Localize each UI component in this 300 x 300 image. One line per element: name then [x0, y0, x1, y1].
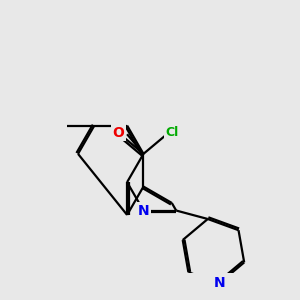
Text: N: N — [213, 276, 225, 290]
Text: O: O — [112, 126, 124, 140]
Text: N: N — [138, 203, 149, 218]
Text: Cl: Cl — [165, 126, 178, 139]
